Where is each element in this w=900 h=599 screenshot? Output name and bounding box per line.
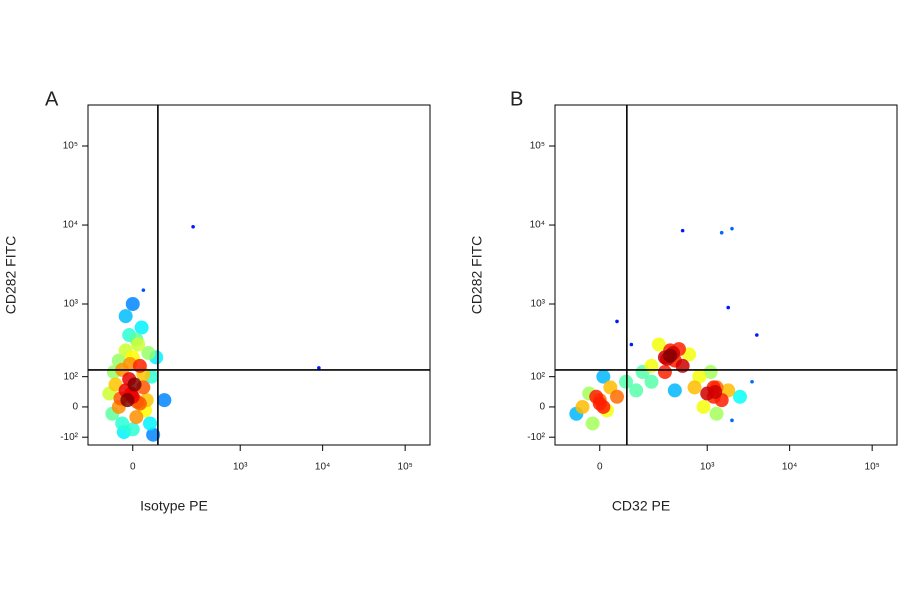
event-dot	[675, 358, 690, 373]
y-axis-label: CD282 FITC	[469, 236, 485, 315]
x-tick-label: 0	[130, 462, 136, 473]
event-dot	[125, 422, 140, 437]
event-dot	[118, 309, 133, 324]
event-dot	[644, 358, 659, 373]
event-dot	[191, 225, 195, 229]
y-tick-label: 10²	[64, 371, 79, 382]
event-dot	[596, 369, 611, 384]
event-dot	[127, 377, 142, 392]
event-dot	[141, 346, 156, 361]
event-dot	[610, 389, 625, 404]
event-dot	[115, 416, 130, 431]
event-dot	[132, 358, 147, 373]
event-dot	[708, 384, 723, 399]
event-dot	[730, 418, 734, 423]
y-tick-label: 10⁵	[530, 141, 545, 152]
event-dot	[120, 393, 135, 408]
event-dot	[596, 399, 611, 414]
event-dot	[732, 389, 747, 404]
event-dot	[692, 369, 707, 384]
event-dot	[146, 427, 161, 442]
event-dot	[730, 226, 734, 231]
event-dot	[687, 380, 702, 395]
y-tick-label: 10⁴	[530, 220, 545, 231]
x-axis-label: Isotype PE	[140, 498, 208, 514]
event-dot	[657, 365, 672, 380]
event-dot	[141, 288, 146, 292]
y-axis-label: CD282 FITC	[3, 236, 19, 315]
event-dot	[726, 305, 731, 310]
y-tick-label: 10⁴	[63, 220, 78, 231]
event-dot	[143, 416, 158, 431]
y-tick-label: 0	[539, 402, 545, 413]
x-tick-label: 10³	[233, 462, 248, 473]
event-dot	[709, 406, 724, 421]
event-dot	[755, 333, 759, 337]
event-dot	[629, 383, 644, 398]
event-dot	[108, 377, 123, 392]
x-axis-label: CD32 PE	[612, 498, 670, 514]
panel-title: A	[45, 88, 59, 110]
event-dot	[129, 410, 144, 425]
event-dot	[125, 297, 140, 312]
y-tick-label: -10²	[527, 432, 545, 443]
y-tick-label: 10²	[531, 371, 546, 382]
event-dot	[663, 348, 678, 363]
x-tick-label: 10⁵	[865, 462, 880, 473]
y-tick-label: 10³	[531, 299, 546, 310]
event-dot	[317, 366, 321, 370]
event-dot	[157, 393, 172, 408]
event-dot	[696, 399, 711, 414]
event-dot	[667, 383, 682, 398]
event-dot	[131, 337, 146, 352]
event-dot	[585, 416, 600, 431]
event-dot	[680, 228, 685, 233]
x-tick-label: 0	[597, 462, 603, 473]
panel-title: B	[510, 88, 523, 110]
x-tick-label: 10³	[700, 462, 715, 473]
event-dot	[644, 374, 659, 389]
plot-frame	[554, 104, 898, 446]
event-dot	[615, 319, 619, 324]
event-dot	[750, 379, 754, 384]
x-tick-label: 10⁴	[782, 462, 797, 473]
x-tick-label: 10⁵	[398, 462, 413, 473]
y-tick-label: 10⁵	[63, 141, 78, 152]
event-dot	[629, 342, 634, 347]
event-dot	[134, 320, 149, 335]
x-tick-label: 10⁴	[315, 462, 330, 473]
y-tick-label: -10²	[60, 432, 78, 443]
event-dot	[619, 374, 634, 389]
y-tick-label: 10³	[64, 299, 79, 310]
event-dot	[703, 365, 718, 380]
event-dot	[719, 230, 724, 235]
plot-frame	[87, 104, 431, 446]
event-dot	[575, 399, 590, 414]
event-dot	[589, 389, 604, 404]
y-tick-label: 0	[72, 402, 78, 413]
event-dot	[651, 337, 666, 352]
